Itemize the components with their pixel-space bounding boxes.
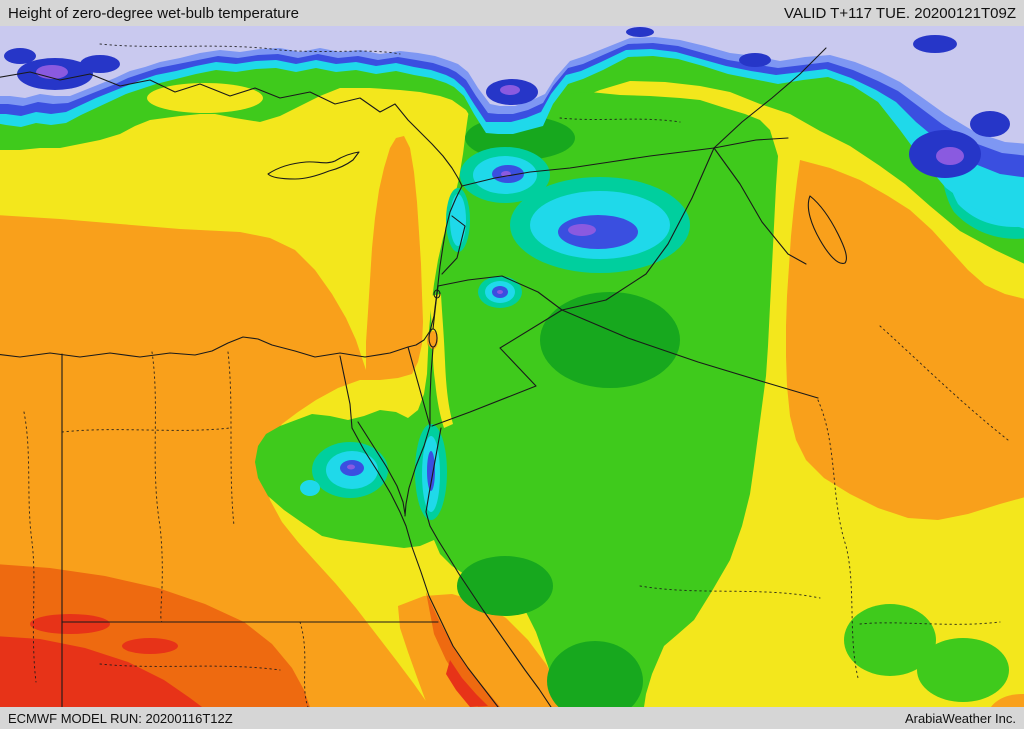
admin-dotted-saudi-4 — [859, 621, 1001, 625]
admin-dotted-saudi-3 — [879, 325, 1009, 441]
border-lebanon — [441, 215, 466, 275]
contour-red-spot-2 — [122, 638, 178, 654]
border-syria-iraq — [561, 147, 715, 311]
border-jordan-saudi — [431, 309, 563, 427]
contour-orange-east — [786, 160, 1024, 520]
valid-time-label: VALID T+117 TUE. 20200121T09Z — [784, 4, 1016, 22]
contour-cyan-5 — [300, 480, 320, 496]
contour-darkblue-east-2 — [970, 111, 1010, 137]
coastline-gulf-aqaba-east-redsea — [425, 427, 552, 707]
contour-orange-corner — [990, 694, 1024, 707]
border-egypt-israel — [407, 346, 431, 427]
map-area — [0, 26, 1024, 707]
contour-top-cyan-fringe — [0, 26, 1024, 229]
contour-green-top-band — [0, 26, 1024, 264]
contour-green-southeast-1 — [844, 604, 936, 676]
model-run-label: ECMWF MODEL RUN: 20200116T12Z — [8, 710, 233, 726]
contour-blue-5 — [427, 451, 435, 491]
admin-dotted-group — [23, 43, 1009, 707]
contour-darkblue-north — [739, 53, 771, 67]
map-title: Height of zero-degree wet-bulb temperatu… — [8, 4, 299, 22]
dead-sea — [428, 328, 438, 348]
coastline-mediterranean — [0, 71, 463, 358]
contour-darkgreen-3 — [547, 641, 643, 707]
border-group — [0, 47, 847, 707]
admin-dotted-egypt-4 — [99, 663, 281, 671]
border-turkey-northeast — [713, 47, 827, 149]
contour-darkgreen-1 — [540, 292, 680, 388]
border-turkey-iraq — [713, 137, 789, 149]
contour-purple-group — [36, 65, 964, 470]
coastline-gulf-aqaba-west — [404, 425, 431, 517]
admin-dotted-egypt-3 — [227, 351, 235, 527]
contour-purple-3 — [497, 290, 503, 294]
contour-bluepatch-group — [340, 165, 638, 491]
border-iraq-iran — [713, 147, 807, 265]
admin-dotted-egypt-1 — [61, 427, 231, 433]
border-jordan-river — [429, 285, 439, 427]
contour-darkblue-ne-corner — [913, 35, 957, 53]
contour-purple-1 — [568, 224, 596, 236]
footer-bar: ECMWF MODEL RUN: 20200116T12Z ArabiaWeat… — [0, 707, 1024, 729]
contour-yellow-anatolia-patch — [147, 83, 263, 113]
contour-darkblue-aegean-3 — [4, 48, 36, 64]
coastline-gulf-suez-west-redsea — [351, 427, 499, 707]
contour-darkblue-top-small — [626, 27, 654, 37]
contour-red-redsea-shore — [446, 660, 488, 707]
contour-blue-1 — [558, 215, 638, 249]
admin-dotted-egypt-2 — [151, 351, 163, 623]
contour-darkgreen-2 — [457, 556, 553, 616]
contour-orange-west — [0, 136, 430, 707]
coastline-persian-gulf-head — [807, 195, 847, 264]
contour-purple-center — [500, 85, 520, 95]
admin-dotted-egypt-5 — [299, 621, 309, 707]
contour-yellow-jordan-valley — [429, 294, 453, 428]
admin-dotted-turkey-1 — [99, 43, 401, 55]
contour-purple-east — [936, 147, 964, 165]
border-syria-jordan — [437, 275, 563, 311]
brand-label: ArabiaWeather Inc. — [904, 710, 1016, 726]
contour-red-spot-1 — [30, 614, 110, 634]
contour-red-group — [0, 614, 488, 707]
admin-dotted-libya-1 — [23, 411, 37, 683]
admin-dotted-turkey-2 — [559, 117, 681, 123]
coastline-sinai-west — [357, 421, 406, 515]
coastline-cyprus — [267, 151, 360, 180]
border-iraq-saudi — [561, 309, 819, 399]
contour-purple-aegean — [36, 65, 68, 79]
sea-of-galilee — [433, 289, 441, 299]
contour-red-southwest — [0, 636, 202, 707]
suez-canal — [339, 355, 353, 429]
contour-map-svg — [0, 26, 1024, 707]
title-bar: Height of zero-degree wet-bulb temperatu… — [0, 0, 1024, 26]
admin-dotted-saudi-2 — [639, 585, 821, 599]
contour-yellow-overlays — [147, 83, 453, 428]
contour-green-southeast-2 — [917, 638, 1009, 702]
contour-darkblue-aegean-2 — [80, 55, 120, 73]
contour-purple-4 — [347, 464, 355, 470]
contour-orange-group — [0, 136, 1024, 707]
border-turkey-syria — [461, 147, 715, 187]
